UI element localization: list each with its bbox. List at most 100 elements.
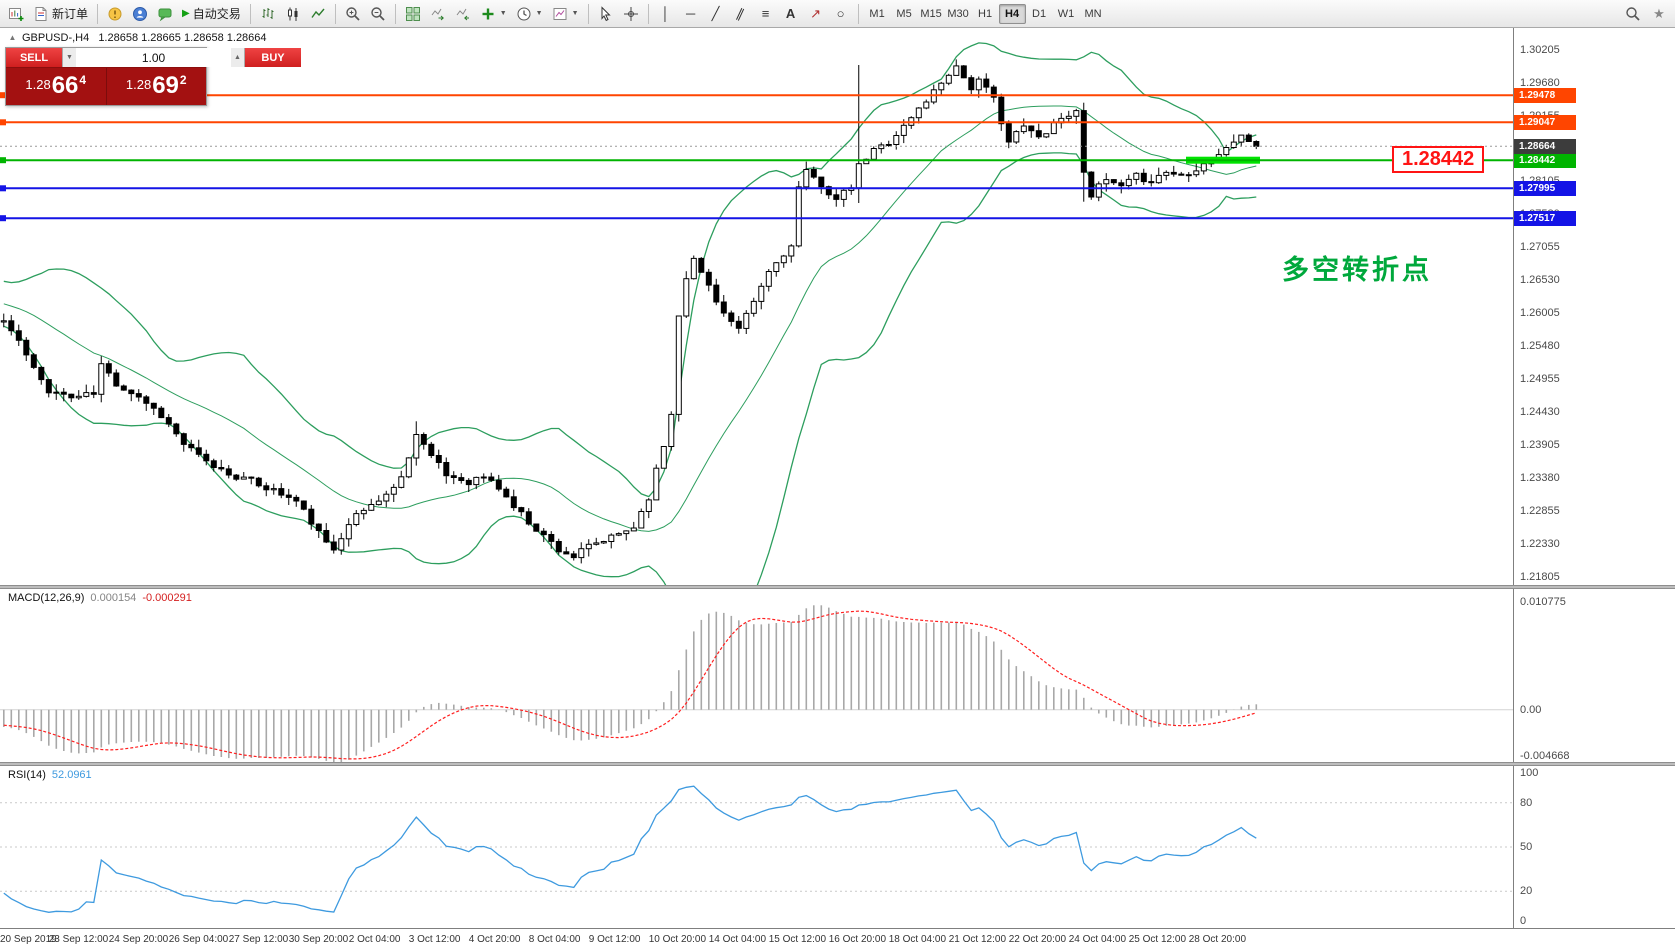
rsi-name: RSI(14): [8, 769, 46, 781]
time-axis-label: 20 Sep 2019: [0, 934, 57, 945]
time-axis-label: 18 Oct 04:00: [888, 934, 947, 945]
dropdown-caret-icon: ▼: [499, 10, 507, 17]
chat-button[interactable]: [153, 3, 177, 25]
volume-decrease-button[interactable]: ▼: [63, 48, 76, 67]
rsi-axis-label: 0: [1520, 914, 1527, 927]
new-order-button[interactable]: 新订单: [29, 3, 92, 25]
rsi-axis-label: 80: [1520, 796, 1533, 809]
time-axis-label: 28 Oct 20:00: [1188, 934, 1247, 945]
wizard-icon: [108, 7, 122, 20]
time-axis-label: 10 Oct 20:00: [648, 934, 707, 945]
indicators-button[interactable]: ▼: [476, 3, 511, 25]
timeframe-h4-button[interactable]: H4: [998, 3, 1026, 24]
time-axis-label: 8 Oct 04:00: [528, 934, 581, 945]
trendline-button[interactable]: ╱: [704, 3, 728, 25]
macd-signal-value: -0.000291: [142, 592, 192, 604]
auto-trading-button[interactable]: ▶ 自动交易: [178, 3, 245, 25]
crosshair-button[interactable]: [619, 3, 643, 25]
time-scale[interactable]: 20 Sep 2019 23 Sep 12:00 24 Sep 20:00 26 Se…: [0, 928, 1675, 950]
timeframe-m1-button[interactable]: M1: [864, 4, 891, 24]
chart-shift-icon: [456, 8, 469, 20]
cursor-button[interactable]: [594, 3, 618, 25]
text-label-icon: A: [785, 5, 796, 21]
time-axis-label: 3 Oct 12:00: [408, 934, 461, 945]
rsi-axis-label: 50: [1520, 841, 1533, 853]
price-axis-label: 1.22855: [1520, 504, 1560, 517]
bar-chart-icon: [262, 7, 274, 19]
volume-increase-button[interactable]: ▲: [231, 48, 244, 67]
auto-scroll-button[interactable]: [426, 3, 450, 25]
fibonacci-icon: ≡: [761, 5, 770, 21]
timeframe-m15-button[interactable]: M15: [918, 4, 945, 24]
volume-input[interactable]: [76, 48, 231, 67]
community-button[interactable]: [128, 3, 152, 25]
dropdown-caret-icon: ▼: [571, 10, 579, 17]
candlestick-mode-button[interactable]: [281, 3, 305, 25]
periods-button[interactable]: ▼: [512, 3, 547, 25]
macd-panel-label: MACD(12,26,9) 0.000154 -0.000291: [8, 592, 192, 604]
buy-button[interactable]: BUY: [245, 48, 301, 67]
sell-price-sup: 4: [79, 73, 87, 87]
zoom-in-button[interactable]: [341, 3, 365, 25]
price-chart-canvas[interactable]: [0, 28, 1513, 585]
rsi-axis-label: 20: [1520, 885, 1533, 898]
templates-button[interactable]: ▼: [548, 3, 583, 25]
rsi-axis-label: 100: [1520, 767, 1539, 780]
level-price-tag: 1.27995: [1514, 180, 1576, 196]
time-axis-label: 26 Sep 04:00: [168, 934, 229, 945]
one-click-collapse-button[interactable]: ▲: [6, 32, 19, 44]
line-chart-icon: [311, 8, 325, 18]
new-chart-icon: [9, 7, 24, 21]
channel-button[interactable]: ∥: [729, 3, 753, 25]
timeframe-mn-button[interactable]: MN: [1080, 4, 1107, 24]
arrows-button[interactable]: ↗: [804, 3, 828, 25]
timeframe-m30-button[interactable]: M30: [945, 4, 972, 24]
zoom-out-button[interactable]: [366, 3, 390, 25]
time-axis-label: 4 Oct 20:00: [468, 934, 521, 945]
rsi-scale[interactable]: 100 80 50 20 0: [1514, 766, 1675, 928]
new-chart-button[interactable]: [4, 3, 28, 25]
shapes-button[interactable]: ○: [829, 3, 853, 25]
chart-shift-button[interactable]: [451, 3, 475, 25]
price-scale[interactable]: 1.302051.296801.291551.286301.281051.275…: [1514, 28, 1675, 585]
macd-name: MACD(12,26,9): [8, 592, 85, 604]
chart-symbol-header: GBPUSD-,H4 1.28658 1.28665 1.28658 1.286…: [22, 32, 267, 44]
auto-trading-play-icon: ▶: [182, 7, 190, 19]
buy-price-display[interactable]: 1.28 69 2: [106, 68, 206, 105]
timeframe-w1-button[interactable]: W1: [1053, 4, 1080, 24]
horizontal-line-icon: ─: [685, 5, 696, 21]
panel-splitter[interactable]: [0, 585, 1675, 589]
vertical-line-icon: │: [661, 5, 670, 21]
horizontal-line-button[interactable]: ─: [679, 3, 703, 25]
line-chart-mode-button[interactable]: [306, 3, 330, 25]
arrow-icon: ↗: [810, 5, 821, 21]
price-callout-box[interactable]: 1.28442: [1392, 146, 1485, 174]
toolbar-right-group: ★: [1621, 3, 1671, 25]
search-button[interactable]: [1621, 3, 1645, 25]
panel-splitter[interactable]: [0, 762, 1675, 766]
macd-indicator-canvas[interactable]: [0, 589, 1513, 762]
one-click-trading-panel: SELL ▼ ▲ BUY 1.28 66 4 1.28 69 2: [5, 47, 301, 106]
sell-price-display[interactable]: 1.28 66 4: [6, 68, 107, 105]
wizard-button[interactable]: [103, 3, 127, 25]
time-axis-label: 15 Oct 12:00: [768, 934, 827, 945]
sell-button[interactable]: SELL: [6, 48, 62, 67]
favorites-button[interactable]: ★: [1647, 3, 1671, 25]
timeframe-group: M1 M5 M15 M30 H1 H4 D1 W1 MN: [864, 3, 1107, 24]
time-axis-label: 23 Sep 12:00: [48, 934, 109, 945]
tile-windows-button[interactable]: [401, 3, 425, 25]
timeframe-d1-button[interactable]: D1: [1026, 4, 1053, 24]
text-label-button[interactable]: A: [779, 3, 803, 25]
macd-axis-label: 0.010775: [1520, 596, 1566, 609]
rsi-indicator-canvas[interactable]: [0, 766, 1513, 928]
timeframe-h1-button[interactable]: H1: [972, 4, 999, 24]
vertical-line-button[interactable]: │: [654, 3, 678, 25]
time-axis-label: 16 Oct 20:00: [828, 934, 887, 945]
trendline-icon: ╱: [711, 5, 720, 21]
symbol-period-label: GBPUSD-,H4: [22, 32, 90, 44]
timeframe-m5-button[interactable]: M5: [891, 4, 918, 24]
macd-scale[interactable]: 0.010775 0.00 -0.004668: [1514, 589, 1675, 762]
fibonacci-button[interactable]: ≡: [754, 3, 778, 25]
bar-chart-mode-button[interactable]: [256, 3, 280, 25]
buy-price-sup: 2: [179, 73, 187, 87]
